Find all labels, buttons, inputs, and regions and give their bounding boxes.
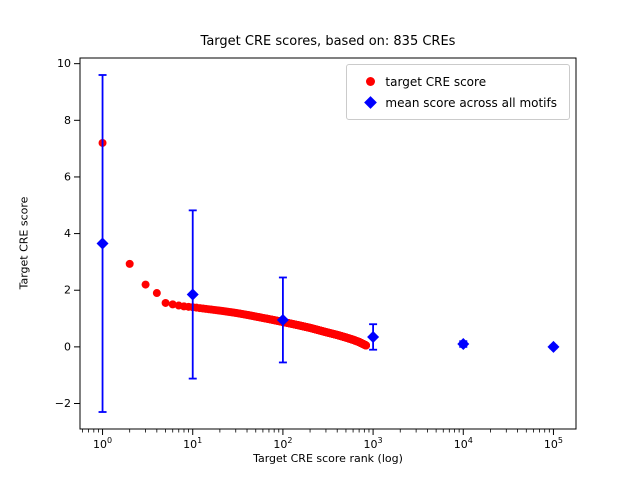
legend: target CRE score mean score across all m… <box>346 64 570 120</box>
svg-text:101: 101 <box>183 436 202 451</box>
svg-text:−2: −2 <box>55 397 71 410</box>
svg-text:104: 104 <box>454 436 473 451</box>
red-circle-marker-icon <box>365 77 375 86</box>
svg-text:10: 10 <box>57 57 71 70</box>
legend-marker-cell <box>355 96 385 109</box>
svg-text:100: 100 <box>93 436 112 451</box>
svg-text:4: 4 <box>64 227 71 240</box>
svg-text:103: 103 <box>364 436 383 451</box>
svg-text:0: 0 <box>64 340 71 353</box>
chart-title: Target CRE scores, based on: 835 CREs <box>200 34 456 49</box>
legend-label-mean-score: mean score across all motifs <box>385 95 557 110</box>
legend-marker-cell <box>355 77 385 86</box>
svg-text:102: 102 <box>273 436 292 451</box>
svg-text:2: 2 <box>64 284 71 297</box>
legend-label-target-cre-score: target CRE score <box>385 74 487 89</box>
legend-item-target-cre-score: target CRE score <box>355 71 557 92</box>
legend-item-mean-score: mean score across all motifs <box>355 92 557 113</box>
blue-diamond-marker-icon <box>364 96 377 109</box>
svg-text:6: 6 <box>64 170 71 183</box>
svg-text:8: 8 <box>64 114 71 127</box>
x-axis-label: Target CRE score rank (log) <box>253 452 403 465</box>
svg-text:105: 105 <box>544 436 563 451</box>
y-axis-label: Target CRE score <box>17 196 31 290</box>
